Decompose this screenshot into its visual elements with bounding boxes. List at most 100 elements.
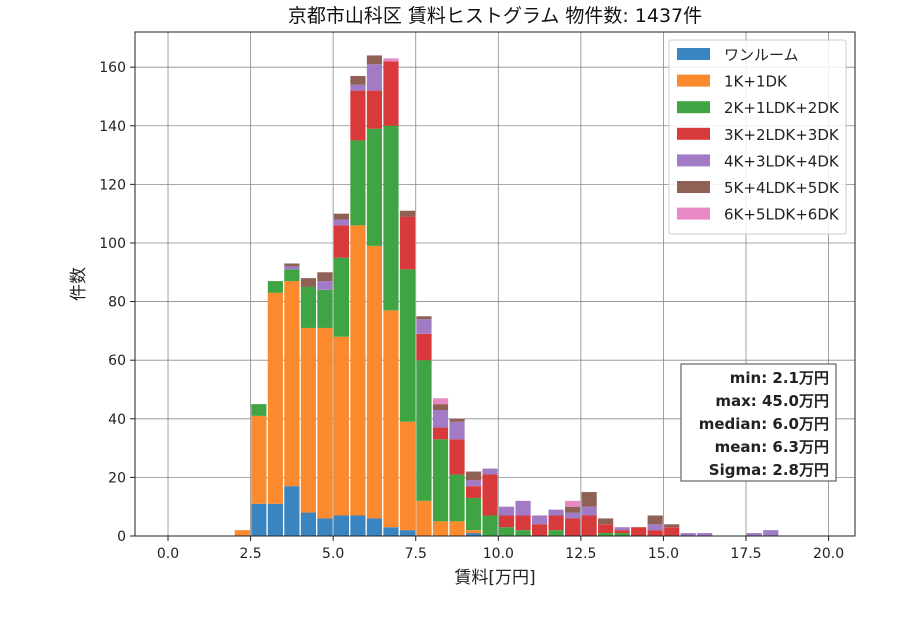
bar-segment bbox=[515, 515, 531, 531]
bar-segment bbox=[664, 524, 680, 528]
bar-segment bbox=[300, 286, 316, 328]
bar-segment bbox=[284, 263, 300, 267]
bar-segment bbox=[432, 427, 449, 440]
bar-segment bbox=[565, 512, 581, 519]
bar-segment bbox=[366, 55, 383, 65]
bar-segment bbox=[350, 84, 366, 91]
bar-segment bbox=[350, 225, 366, 516]
bar-segment bbox=[399, 216, 416, 270]
bar-segment bbox=[565, 500, 581, 507]
x-tick-label: 10.0 bbox=[483, 546, 514, 562]
bar-segment bbox=[366, 64, 383, 91]
bar-segment bbox=[317, 272, 333, 282]
bar-segment bbox=[383, 61, 399, 126]
bar-segment bbox=[449, 421, 465, 440]
bar-segment bbox=[763, 530, 779, 536]
bar-segment bbox=[697, 533, 713, 536]
bar-segment bbox=[416, 333, 432, 361]
bar-segment bbox=[565, 506, 581, 513]
bar-segment bbox=[284, 486, 300, 536]
bar-segment bbox=[383, 527, 399, 536]
bar-segment bbox=[333, 336, 350, 516]
y-tick-label: 120 bbox=[99, 177, 126, 193]
bar-segment bbox=[366, 128, 383, 246]
legend-swatch bbox=[677, 207, 710, 220]
bar-segment bbox=[416, 316, 432, 320]
bar-segment bbox=[383, 125, 399, 311]
legend-label: 4K+3LDK+4DK bbox=[724, 152, 840, 170]
bar-segment bbox=[565, 518, 581, 536]
bar-segment bbox=[515, 530, 531, 536]
stat-max: max: 45.0万円 bbox=[715, 392, 829, 410]
stat-sigma: Sigma: 2.8万円 bbox=[709, 461, 829, 479]
y-tick-label: 60 bbox=[108, 353, 126, 369]
bar-segment bbox=[366, 90, 383, 129]
bar-segment bbox=[465, 486, 482, 498]
bar-segment bbox=[647, 530, 663, 536]
stats-box: min: 2.1万円 max: 45.0万円 median: 6.0万円 mea… bbox=[680, 363, 837, 482]
bar-segment bbox=[598, 518, 614, 525]
x-axis-label: 賃料[万円] bbox=[454, 568, 535, 588]
bar-segment bbox=[631, 527, 647, 536]
bar-segment bbox=[300, 327, 316, 513]
legend-label: 3K+2LDK+3DK bbox=[724, 126, 840, 144]
bar-segment bbox=[498, 515, 515, 528]
y-tick-label: 100 bbox=[99, 236, 126, 252]
bar-segment bbox=[366, 245, 383, 519]
bar-segment bbox=[399, 269, 416, 422]
bar-segment bbox=[333, 213, 350, 220]
bar-segment bbox=[333, 219, 350, 226]
bar-segment bbox=[531, 524, 548, 536]
stat-median: median: 6.0万円 bbox=[699, 415, 829, 433]
bar-segment bbox=[399, 210, 416, 217]
bar-segment bbox=[614, 530, 630, 534]
stat-min: min: 2.1万円 bbox=[730, 369, 829, 387]
bar-segment bbox=[581, 515, 597, 536]
legend-label: ワンルーム bbox=[724, 46, 799, 64]
y-axis-ticks: 0 20 40 60 80 100 120 140 160 bbox=[99, 60, 135, 545]
x-tick-label: 7.5 bbox=[405, 546, 427, 562]
legend-label: 1K+1DK bbox=[724, 73, 788, 91]
bar-segment bbox=[251, 503, 267, 536]
bar-segment bbox=[647, 515, 663, 525]
bar-segment bbox=[366, 518, 383, 536]
bar-segment bbox=[284, 281, 300, 487]
y-tick-label: 140 bbox=[99, 119, 126, 135]
bar-segment bbox=[317, 281, 333, 290]
bars bbox=[234, 55, 779, 536]
bar-segment bbox=[581, 492, 597, 507]
y-tick-label: 40 bbox=[108, 412, 126, 428]
stat-mean: mean: 6.3万円 bbox=[715, 438, 829, 456]
legend-label: 2K+1LDK+2DK bbox=[724, 99, 840, 117]
bar-segment bbox=[284, 269, 300, 282]
legend-swatch bbox=[677, 154, 710, 167]
y-tick-label: 20 bbox=[108, 470, 126, 486]
bar-segment bbox=[416, 500, 432, 536]
legend-label: 6K+5LDK+6DK bbox=[724, 206, 840, 224]
legend-label: 5K+4LDK+5DK bbox=[724, 179, 840, 197]
bar-segment bbox=[284, 266, 300, 270]
bar-segment bbox=[416, 319, 432, 334]
legend-swatch bbox=[677, 181, 710, 193]
bar-segment bbox=[333, 515, 350, 536]
bar-segment bbox=[267, 281, 283, 293]
legend-box bbox=[668, 39, 847, 235]
x-tick-label: 12.5 bbox=[565, 546, 596, 562]
bar-segment bbox=[581, 506, 597, 516]
bar-segment bbox=[234, 530, 250, 536]
legend-swatch bbox=[677, 101, 710, 114]
bar-segment bbox=[548, 530, 564, 536]
x-tick-label: 0.0 bbox=[157, 546, 179, 562]
bar-segment bbox=[614, 527, 630, 531]
x-tick-label: 20.0 bbox=[813, 546, 844, 562]
bar-segment bbox=[664, 527, 680, 536]
bar-segment bbox=[300, 278, 316, 287]
bar-segment bbox=[498, 506, 515, 516]
bar-segment bbox=[300, 512, 316, 536]
bar-segment bbox=[465, 530, 482, 534]
x-tick-label: 15.0 bbox=[648, 546, 679, 562]
legend: ワンルーム 1K+1DK 2K+1LDK+2DK 3K+2LDK+3DK 4K+3LDK… bbox=[668, 39, 847, 235]
bar-segment bbox=[465, 480, 482, 487]
y-tick-label: 80 bbox=[108, 295, 126, 311]
bar-segment bbox=[267, 503, 283, 536]
